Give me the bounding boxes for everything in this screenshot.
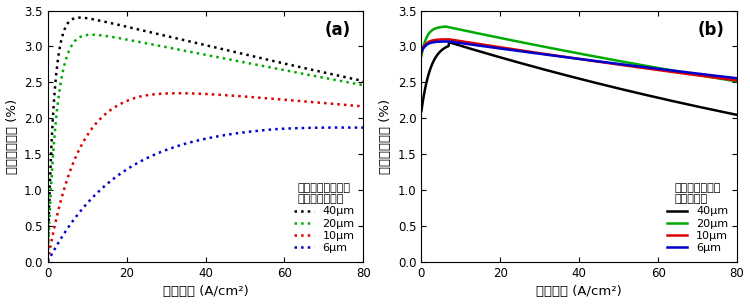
X-axis label: 电流密度 (A/cm²): 电流密度 (A/cm²)	[163, 285, 248, 299]
Y-axis label: 外部量子效率 (%): 外部量子效率 (%)	[5, 99, 19, 174]
X-axis label: 电流密度 (A/cm²): 电流密度 (A/cm²)	[536, 285, 622, 299]
Legend: 40μm, 20μm, 10μm, 6μm: 40μm, 20μm, 10μm, 6μm	[290, 179, 358, 257]
Text: (b): (b)	[698, 21, 724, 39]
Y-axis label: 外部量子效率 (%): 外部量子效率 (%)	[380, 99, 392, 174]
Legend: 40μm, 20μm, 10μm, 6μm: 40μm, 20μm, 10μm, 6μm	[664, 179, 731, 257]
Text: (a): (a)	[325, 21, 351, 39]
